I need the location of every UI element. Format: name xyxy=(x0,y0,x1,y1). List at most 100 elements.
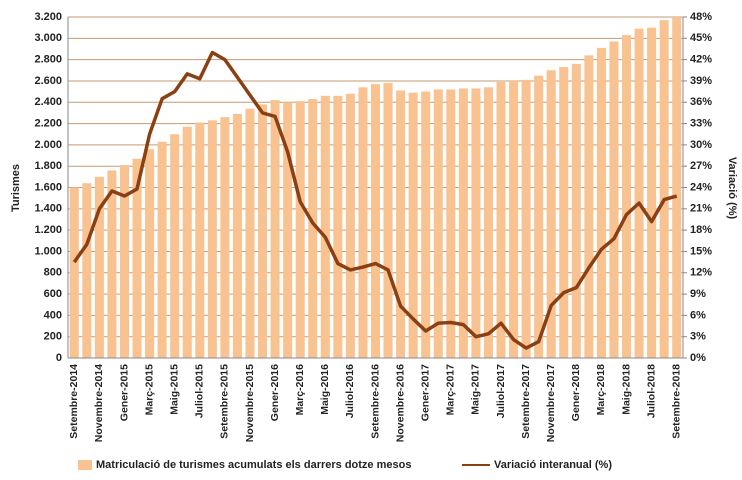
x-tick-label: Juliol-2017 xyxy=(495,364,507,418)
x-tick-label: Març-2017 xyxy=(445,364,457,416)
y2-tick-label: 45% xyxy=(690,32,712,44)
bar xyxy=(132,158,142,358)
bar xyxy=(220,117,230,358)
bar xyxy=(207,120,217,358)
x-tick-label: Juliol-2018 xyxy=(645,364,657,418)
x-tick-label: Maig-2015 xyxy=(168,364,180,415)
y-tick-label: 3.000 xyxy=(34,32,62,44)
y2-tick-label: 9% xyxy=(690,288,706,300)
bar xyxy=(421,91,431,358)
x-tick-label: Novembre-2015 xyxy=(244,364,256,442)
y2-tick-label: 15% xyxy=(690,245,712,257)
x-tick-label: Març-2016 xyxy=(294,364,306,416)
x-tick-label: Novembre-2014 xyxy=(93,364,105,442)
bar xyxy=(195,122,205,358)
bar xyxy=(358,87,368,359)
bar xyxy=(258,104,268,358)
bar xyxy=(107,170,117,358)
y2-tick-label: 39% xyxy=(690,75,712,87)
bar xyxy=(546,70,556,358)
x-tick-label: Juliol-2015 xyxy=(194,364,206,418)
bar xyxy=(496,82,506,359)
y-tick-label: 2.400 xyxy=(34,96,62,108)
bar xyxy=(584,55,594,359)
y-tick-label: 1.600 xyxy=(34,181,62,193)
y2-tick-label: 30% xyxy=(690,139,712,151)
y-tick-label: 800 xyxy=(44,267,62,279)
bar xyxy=(672,17,682,358)
y-tick-label: 400 xyxy=(44,309,62,321)
y2-tick-label: 3% xyxy=(690,331,706,343)
legend-label: Matriculació de turismes acumulats els d… xyxy=(96,459,411,471)
y2-tick-label: 33% xyxy=(690,117,712,129)
x-tick-label: Gener-2018 xyxy=(570,364,582,421)
y-tick-label: 2.200 xyxy=(34,117,62,129)
x-tick-label: Març-2015 xyxy=(143,364,155,416)
y-tick-label: 2.800 xyxy=(34,54,62,66)
bar xyxy=(119,165,129,358)
x-tick-label: Juliol-2016 xyxy=(344,364,356,418)
x-tick-label: Gener-2015 xyxy=(118,364,130,421)
bar xyxy=(270,100,280,359)
y2-tick-label: 0% xyxy=(690,352,706,364)
legend-label: Variació interanual (%) xyxy=(494,459,612,471)
bar xyxy=(308,99,318,358)
bar xyxy=(596,47,606,358)
bar xyxy=(509,80,519,358)
x-tick-label: Gener-2017 xyxy=(419,364,431,421)
bar xyxy=(483,87,493,359)
bar xyxy=(333,95,343,358)
bar xyxy=(408,92,418,359)
x-tick-label: Setembre-2016 xyxy=(369,364,381,439)
bar xyxy=(433,89,443,359)
bar xyxy=(396,90,406,358)
y2-tick-label: 48% xyxy=(690,11,712,23)
y-tick-label: 3.200 xyxy=(34,11,62,23)
bar xyxy=(170,134,180,358)
y2-tick-label: 21% xyxy=(690,203,712,215)
y-tick-label: 2.000 xyxy=(34,139,62,151)
legend-swatch xyxy=(78,460,92,470)
y-tick-label: 200 xyxy=(44,331,62,343)
bar xyxy=(634,28,644,359)
bar xyxy=(145,149,155,358)
y-tick-label: 600 xyxy=(44,288,62,300)
x-tick-label: Maig-2016 xyxy=(319,364,331,415)
x-tick-label: Novembre-2016 xyxy=(394,364,406,442)
bar xyxy=(320,95,330,358)
y2-tick-label: 12% xyxy=(690,267,712,279)
bar xyxy=(69,187,79,358)
x-tick-label: Novembre-2017 xyxy=(545,364,557,442)
x-tick-label: Gener-2016 xyxy=(269,364,281,421)
x-tick-label: Setembre-2017 xyxy=(520,364,532,439)
bar xyxy=(622,35,632,358)
bar xyxy=(559,67,569,358)
y2-tick-label: 36% xyxy=(690,96,712,108)
bar xyxy=(82,183,92,358)
x-tick-label: Març-2018 xyxy=(595,364,607,416)
bar xyxy=(245,108,255,358)
x-tick-label: Maig-2018 xyxy=(620,364,632,415)
y-tick-label: 0 xyxy=(56,352,62,364)
bar xyxy=(283,102,293,358)
y-tick-label: 1.800 xyxy=(34,160,62,172)
bar xyxy=(659,20,669,359)
bar xyxy=(521,79,531,358)
bar xyxy=(295,101,305,358)
bar xyxy=(232,113,242,358)
y-axis-label: Turismes xyxy=(10,164,22,212)
line xyxy=(72,50,678,350)
bar xyxy=(647,27,657,358)
bar xyxy=(370,84,381,359)
bar xyxy=(609,41,619,359)
y-tick-label: 2.600 xyxy=(34,75,62,87)
x-tick-label: Setembre-2014 xyxy=(68,364,80,439)
bar xyxy=(345,93,355,358)
x-tick-label: Setembre-2018 xyxy=(671,364,683,439)
bar xyxy=(157,141,167,358)
bar xyxy=(571,63,581,358)
y-tick-label: 1.000 xyxy=(34,245,62,257)
bar xyxy=(534,75,544,358)
bar xyxy=(94,176,104,358)
